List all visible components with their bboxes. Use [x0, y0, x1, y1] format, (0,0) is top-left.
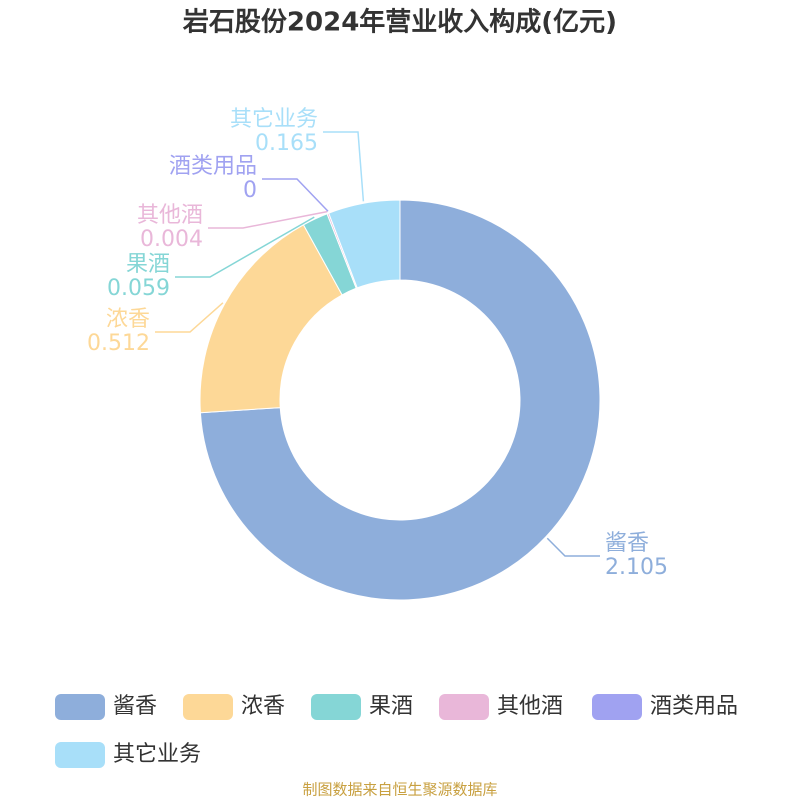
- chart-title: 岩石股份2024年营业收入构成(亿元): [182, 7, 617, 38]
- legend-swatch: [439, 694, 489, 720]
- leader-line: [323, 131, 365, 202]
- legend-swatch: [592, 694, 642, 720]
- slice-label: 酱香: [605, 531, 649, 556]
- leader-line: [155, 302, 224, 333]
- slice-label: 其他酒: [137, 203, 203, 228]
- legend-label: 酒类用品: [650, 694, 738, 719]
- legend-label: 酱香: [113, 694, 157, 719]
- slice-label: 其它业务: [230, 107, 318, 132]
- slice-value: 0: [243, 178, 257, 203]
- donut-slice: [328, 199, 401, 289]
- slice-value: 0.165: [255, 131, 318, 156]
- source-note: 制图数据来自恒生聚源数据库: [302, 781, 497, 799]
- slice-label: 酒类用品: [169, 154, 257, 179]
- donut-slice: [199, 199, 601, 601]
- legend-label: 其他酒: [497, 694, 563, 719]
- leader-line: [546, 537, 600, 557]
- slice-value: 0.512: [87, 331, 150, 356]
- legend-label: 浓香: [241, 694, 285, 719]
- legend-swatch: [183, 694, 233, 720]
- slice-label: 果酒: [126, 252, 170, 277]
- slice-label: 浓香: [106, 307, 150, 332]
- leader-line: [208, 210, 328, 229]
- legend-swatch: [55, 694, 105, 720]
- legend-label: 其它业务: [113, 742, 201, 767]
- donut-slice: [199, 224, 343, 414]
- slice-value: 0.059: [107, 276, 170, 301]
- leader-line: [262, 178, 329, 212]
- legend-label: 果酒: [369, 694, 413, 719]
- slice-value: 0.004: [140, 227, 203, 252]
- slice-value: 2.105: [605, 555, 668, 580]
- legend-swatch: [311, 694, 361, 720]
- legend-swatch: [55, 742, 105, 768]
- leader-line: [175, 216, 315, 278]
